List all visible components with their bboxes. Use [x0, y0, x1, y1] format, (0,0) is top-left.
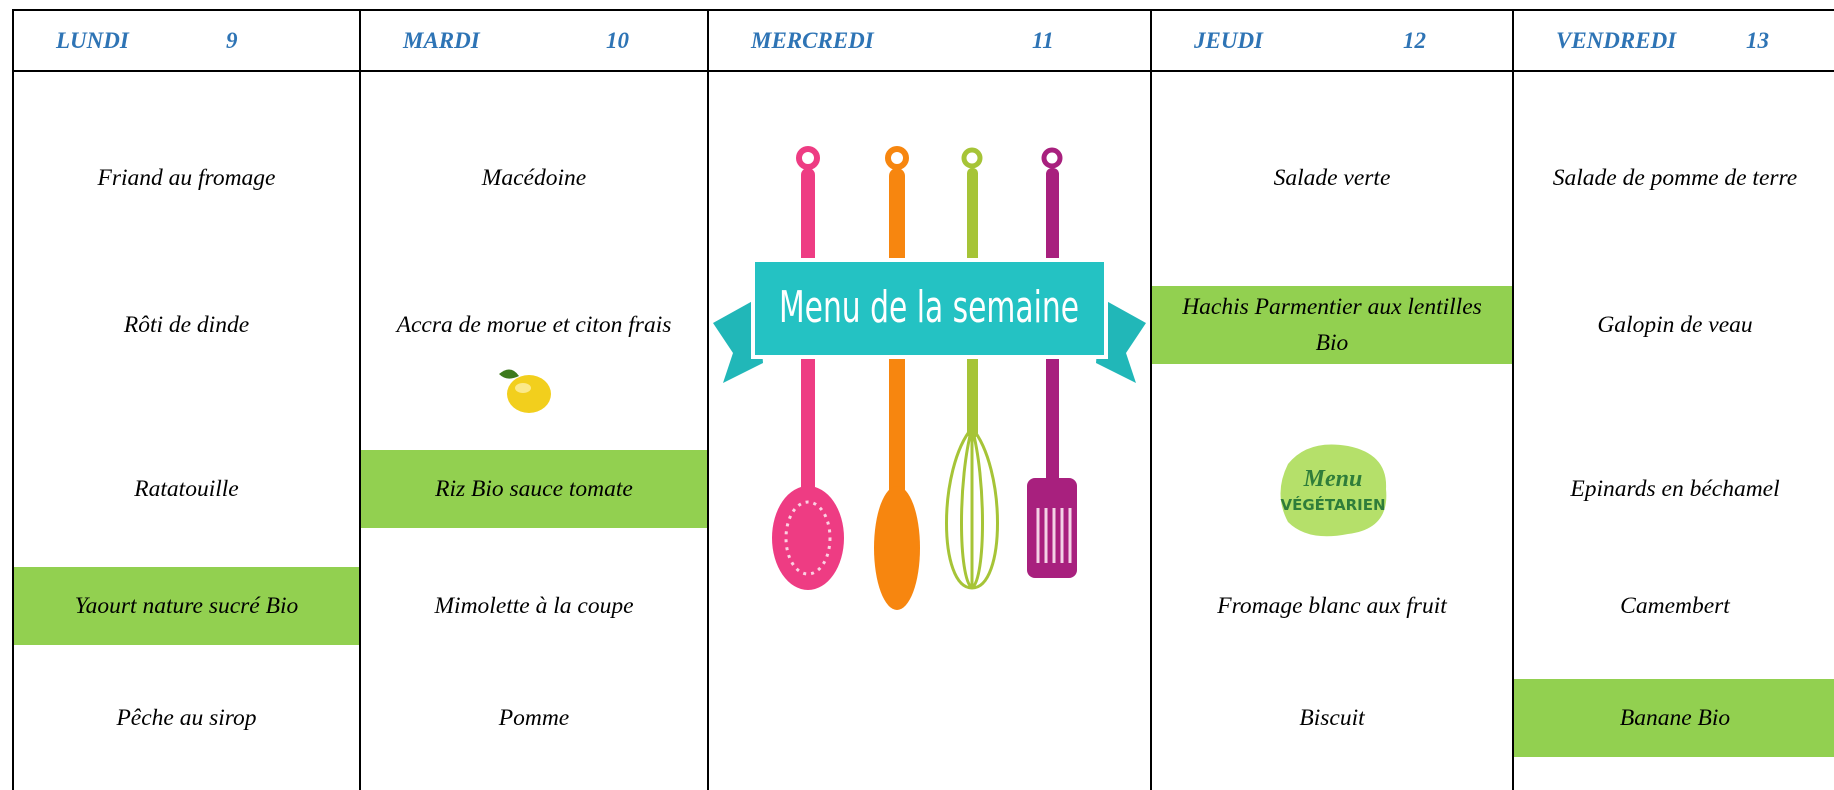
day-date: 13	[1746, 28, 1769, 53]
day-column: VENDREDI 13 Salade de pomme de terre Galopi…	[1512, 9, 1834, 790]
menu-item: Hachis Parmentier aux lentilles Bio	[1182, 294, 1482, 356]
menu-item: Fromage blanc aux fruit	[1217, 593, 1447, 619]
day-date: 12	[1403, 28, 1426, 53]
menu-item: Accra de morue et citon frais	[396, 312, 672, 338]
day-column: MARDI 10 Macédoine Accra de morue et citon …	[359, 9, 707, 790]
day-name: MARDI	[403, 28, 480, 53]
day-column: JEUDI 12 Salade verte Hachis Parmentier aux…	[1150, 9, 1512, 790]
menu-item: Banane Bio	[1619, 705, 1731, 731]
day-column: LUNDI 9 Friand au fromage Rôti de dinde Rata…	[12, 9, 359, 790]
day-date: 10	[606, 28, 629, 53]
lemon-icon	[499, 369, 551, 413]
menu-item: Salade verte	[1273, 165, 1391, 191]
menu-item: Galopin de veau	[1597, 312, 1753, 338]
menu-item: Salade de pomme de terre	[1552, 165, 1798, 191]
day-name: VENDREDI	[1556, 28, 1677, 53]
menu-illustration: Menu de la semaine	[713, 146, 1146, 610]
badge-text: VÉGÉTARIEN	[1280, 495, 1385, 514]
day-header: LUNDI 9	[14, 9, 359, 72]
menu-item: Biscuit	[1299, 705, 1365, 731]
bio-highlight	[1514, 679, 1834, 757]
banner: Menu de la semaine	[713, 258, 1146, 383]
menu-item: Mimolette à la coupe	[434, 593, 634, 619]
menu-item: Epinards en béchamel	[1570, 476, 1780, 502]
day-header: JEUDI 12	[1152, 9, 1512, 72]
menu-item: Macédoine	[481, 165, 587, 191]
bio-highlight	[1152, 286, 1512, 364]
utensils	[772, 146, 1077, 610]
day-name: LUNDI	[56, 28, 129, 53]
menu-item: Riz Bio sauce tomate	[435, 476, 633, 502]
menu-item: Pêche au sirop	[116, 705, 257, 731]
menu-item: Yaourt nature sucré Bio	[74, 593, 299, 619]
day-date: 11	[1032, 28, 1054, 53]
day-header: MERCREDI 11	[709, 9, 1150, 72]
menu-item: Ratatouille	[134, 476, 239, 502]
menu-item: Camembert	[1620, 593, 1730, 619]
day-date: 9	[226, 28, 238, 53]
menu-item: Rôti de dinde	[123, 312, 250, 338]
bio-highlight	[14, 567, 359, 645]
day-header: VENDREDI 13	[1514, 9, 1834, 72]
menu-item: Friand au fromage	[97, 165, 276, 191]
bio-highlight	[361, 450, 707, 528]
banner-title: Menu de la semaine	[779, 282, 1079, 333]
badge-text: Menu	[1303, 466, 1363, 492]
day-header: MARDI 10	[361, 9, 707, 72]
menu-item: Pomme	[498, 705, 570, 731]
vegetarian-badge: Menu VÉGÉTARIEN	[1280, 444, 1387, 537]
day-name: MERCREDI	[751, 28, 874, 53]
day-name: JEUDI	[1194, 28, 1264, 53]
day-column: MERCREDI 11	[707, 9, 1150, 790]
